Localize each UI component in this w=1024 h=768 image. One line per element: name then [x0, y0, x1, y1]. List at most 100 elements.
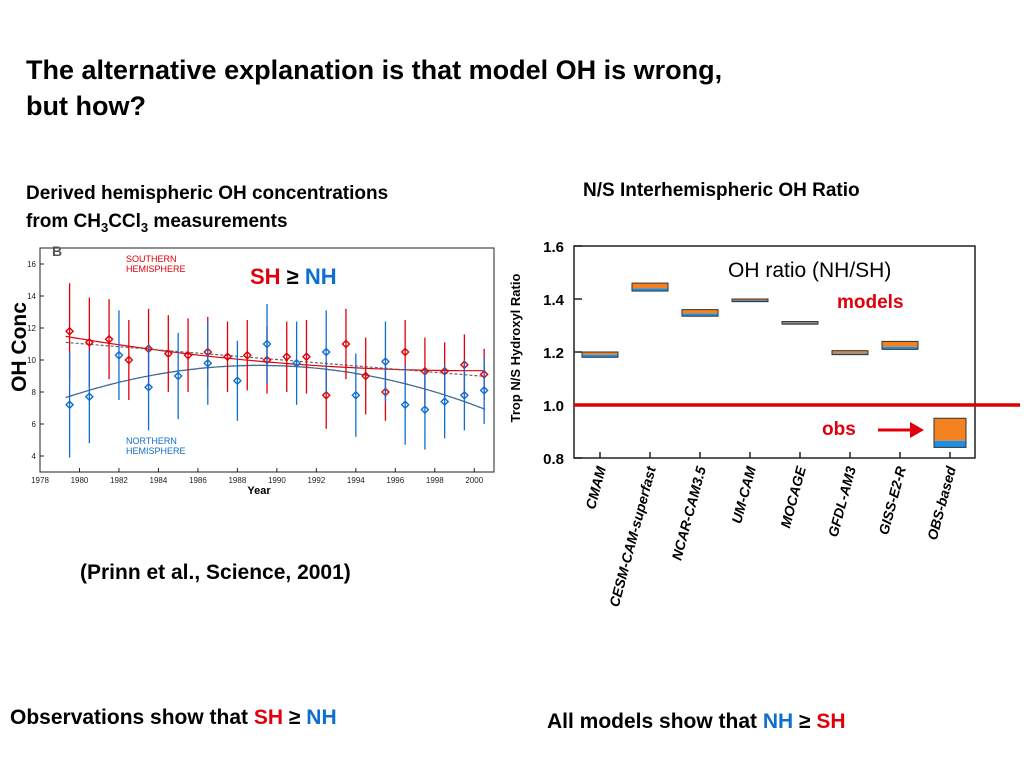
bar-upper	[782, 321, 818, 324]
bar-outline	[881, 340, 919, 350]
observations-ge: ≥	[283, 706, 307, 729]
obs-annotation: obs	[822, 419, 856, 440]
observations-sh: SH	[253, 706, 284, 729]
models-nh: NH	[762, 710, 794, 733]
data-point	[124, 355, 134, 365]
bar-outline	[581, 351, 619, 358]
data-point	[65, 400, 75, 410]
data-point	[321, 347, 331, 357]
x-tick-label: 1998	[426, 476, 444, 485]
data-point	[203, 358, 213, 368]
x-tick-label: 1980	[71, 476, 89, 485]
data-point	[84, 337, 94, 347]
data-point	[223, 352, 233, 362]
left-caption-line-1: Derived hemispheric OH concentrations	[26, 183, 389, 204]
left-chart-fit-curves	[65, 335, 486, 410]
category-label: MOCAGE	[777, 464, 809, 530]
category-label: NCAR-CAM3.5	[668, 464, 708, 562]
y-tick-label: 12	[27, 324, 36, 333]
data-point	[292, 358, 302, 368]
bar-upper	[882, 341, 918, 347]
bar-lower	[782, 322, 818, 325]
y-tick-label: 6	[32, 420, 37, 429]
observations-statement: Observations show that SH ≥ NH	[10, 706, 337, 730]
trend-line	[65, 341, 486, 377]
data-point	[479, 385, 489, 395]
oh-ratio-title: OH ratio (NH/SH)	[728, 259, 891, 282]
trend-line	[65, 364, 486, 410]
bar-outline	[933, 417, 967, 448]
data-point	[232, 376, 242, 386]
models-prefix: All models show that	[547, 710, 763, 733]
x-tick-label: 1994	[347, 476, 365, 485]
x-tick-label: 1990	[268, 476, 286, 485]
y-tick-label: 4	[32, 452, 37, 461]
obs-arrow	[878, 422, 924, 438]
bar-lower	[582, 354, 618, 358]
data-point	[361, 371, 371, 381]
bar-outline	[781, 321, 819, 325]
y-tick-label: 0.8	[543, 451, 564, 468]
x-tick-label: 1986	[189, 476, 207, 485]
bar-outline	[831, 350, 869, 356]
panel-letter: B	[52, 243, 62, 259]
bar-upper	[582, 352, 618, 355]
citation: (Prinn et al., Science, 2001)	[80, 561, 351, 584]
bar-upper	[934, 418, 966, 441]
category-label: CESM-CAM-superfast	[606, 463, 659, 608]
bar-upper	[732, 299, 768, 301]
bar-lower	[882, 346, 918, 350]
slide-title-line-2: but how?	[26, 91, 146, 121]
bar-upper	[682, 309, 718, 314]
nh-label: NH	[304, 264, 337, 289]
slide-title: The alternative explanation is that mode…	[26, 52, 946, 124]
left-chart-ticks: 1978 1980 1982 1984 1986 1988 1990 1992 1994 1996…	[27, 260, 484, 485]
x-tick-label: 1996	[386, 476, 404, 485]
bar-upper	[832, 350, 868, 354]
y-tick-label: 1.6	[543, 239, 564, 256]
hemisphere-label: NORTHERN	[126, 436, 177, 446]
x-tick-label: 1982	[110, 476, 128, 485]
data-point	[440, 397, 450, 407]
bar-outline	[681, 309, 719, 317]
data-point	[173, 371, 183, 381]
category-label: CMAM	[582, 464, 609, 511]
data-point	[144, 382, 154, 392]
caption-sub-1: 3	[100, 219, 109, 235]
models-annotation: models	[837, 292, 904, 313]
data-point	[351, 390, 361, 400]
caption-sub-2: 3	[140, 219, 149, 235]
y-tick-label: 8	[32, 388, 37, 397]
slide-title-line-1: The alternative explanation is that mode…	[26, 55, 723, 85]
data-point	[242, 350, 252, 360]
bar-lower	[732, 300, 768, 302]
models-sh: SH	[816, 710, 846, 733]
data-point	[65, 326, 75, 336]
category-label: OBS-based	[924, 464, 959, 541]
observations-prefix: Observations show that	[10, 706, 254, 729]
data-point	[459, 390, 469, 400]
right-chart-ticks: 0.8 1.0 1.2 1.4 1.6	[543, 239, 1020, 468]
bar-lower	[934, 440, 966, 448]
models-ge: ≥	[793, 710, 817, 733]
y-tick-label: 1.0	[543, 398, 564, 415]
data-point	[341, 339, 351, 349]
x-tick-label: 2000	[465, 476, 483, 485]
sh-ge-nh-label: SH ≥ NH	[250, 264, 337, 290]
left-x-axis-label: Year	[247, 485, 271, 497]
category-label: GISS-E2-R	[875, 464, 909, 537]
data-point	[400, 347, 410, 357]
caption-measurements: measurements	[148, 211, 288, 232]
oh-concentration-chart: 1978 1980 1982 1984 1986 1988 1990 1992 1994 1996…	[27, 243, 495, 497]
data-point	[262, 339, 272, 349]
y-tick-label: 14	[27, 292, 36, 301]
data-point	[104, 334, 114, 344]
y-tick-label: 1.2	[543, 345, 564, 362]
category-label: GFDL-AM3	[825, 464, 859, 538]
ge-symbol: ≥	[280, 264, 305, 289]
data-point	[282, 352, 292, 362]
sh-label: SH	[250, 264, 281, 289]
y-tick-label: 1.4	[543, 292, 565, 309]
